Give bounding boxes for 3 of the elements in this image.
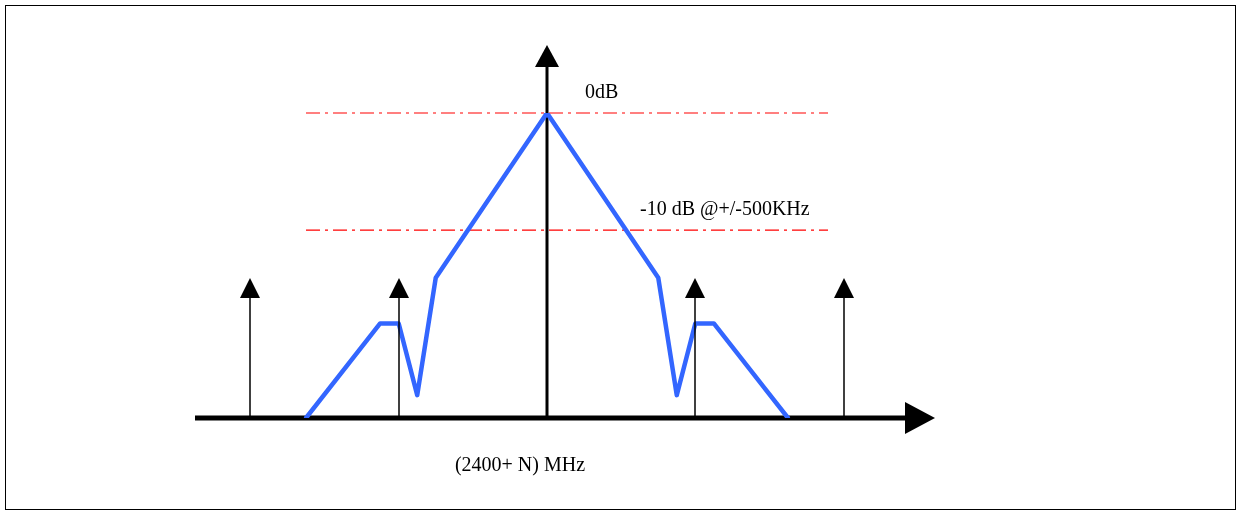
ref-line-label: 0dB [585, 80, 619, 103]
ref-line-label: -10 dB @+/-500KHz [640, 197, 810, 221]
x-axis-title: (2400+ N) MHz [454, 453, 586, 477]
